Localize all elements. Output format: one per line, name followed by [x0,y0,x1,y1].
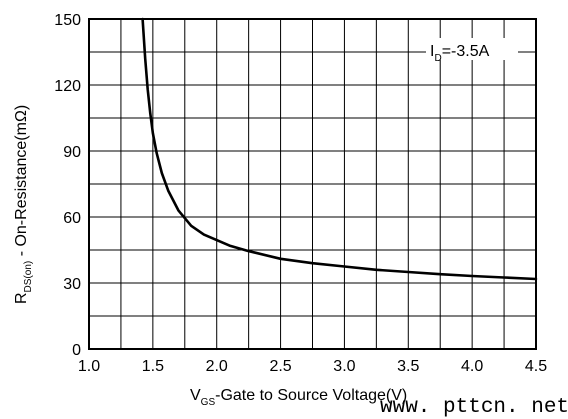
y-axis-label-prefix: R [13,292,30,304]
y-axis-label-sub: DS(on) [23,261,34,293]
y-tick-label: 30 [63,276,81,293]
annotation: ID=-3.5A [430,43,490,64]
y-tick-label: 120 [54,78,81,95]
x-axis-label-suffix: -Gate to Source Voltage(V) [215,387,407,404]
x-tick-label: 2.5 [269,358,291,375]
x-tick-label: 4.0 [461,358,483,375]
y-tick-label: 90 [63,144,81,161]
x-tick-labels: 1.0 1.5 2.0 2.5 3.0 3.5 4.0 4.5 [78,358,547,375]
x-axis-label: VGS-Gate to Source Voltage(V) [190,387,407,408]
x-axis-label-sub: GS [201,397,216,408]
x-tick-label: 2.0 [206,358,228,375]
series-line [141,17,538,281]
annotation-prefix: I [430,43,434,60]
grid [88,18,537,350]
y-tick-label: 60 [63,210,81,227]
y-tick-labels: 0 30 60 90 120 150 [54,12,81,359]
y-axis-label: RDS(on) - On-Resistance(mΩ) [13,105,34,304]
x-axis-label-prefix: V [190,387,201,404]
x-tick-label: 1.5 [142,358,164,375]
y-axis-label-suffix: - On-Resistance(mΩ) [13,105,30,261]
watermark: www. pttcn. net [380,396,568,419]
y-tick-label: 0 [72,342,81,359]
annotation-suffix: =-3.5A [442,43,490,60]
y-tick-label: 150 [54,12,81,29]
x-tick-label: 3.0 [333,358,355,375]
annotation-bg [426,38,518,60]
plot-frame [88,18,537,350]
x-tick-label: 3.5 [397,358,419,375]
x-tick-label: 1.0 [78,358,100,375]
x-tick-label: 4.5 [525,358,547,375]
annotation-sub: D [434,53,441,64]
